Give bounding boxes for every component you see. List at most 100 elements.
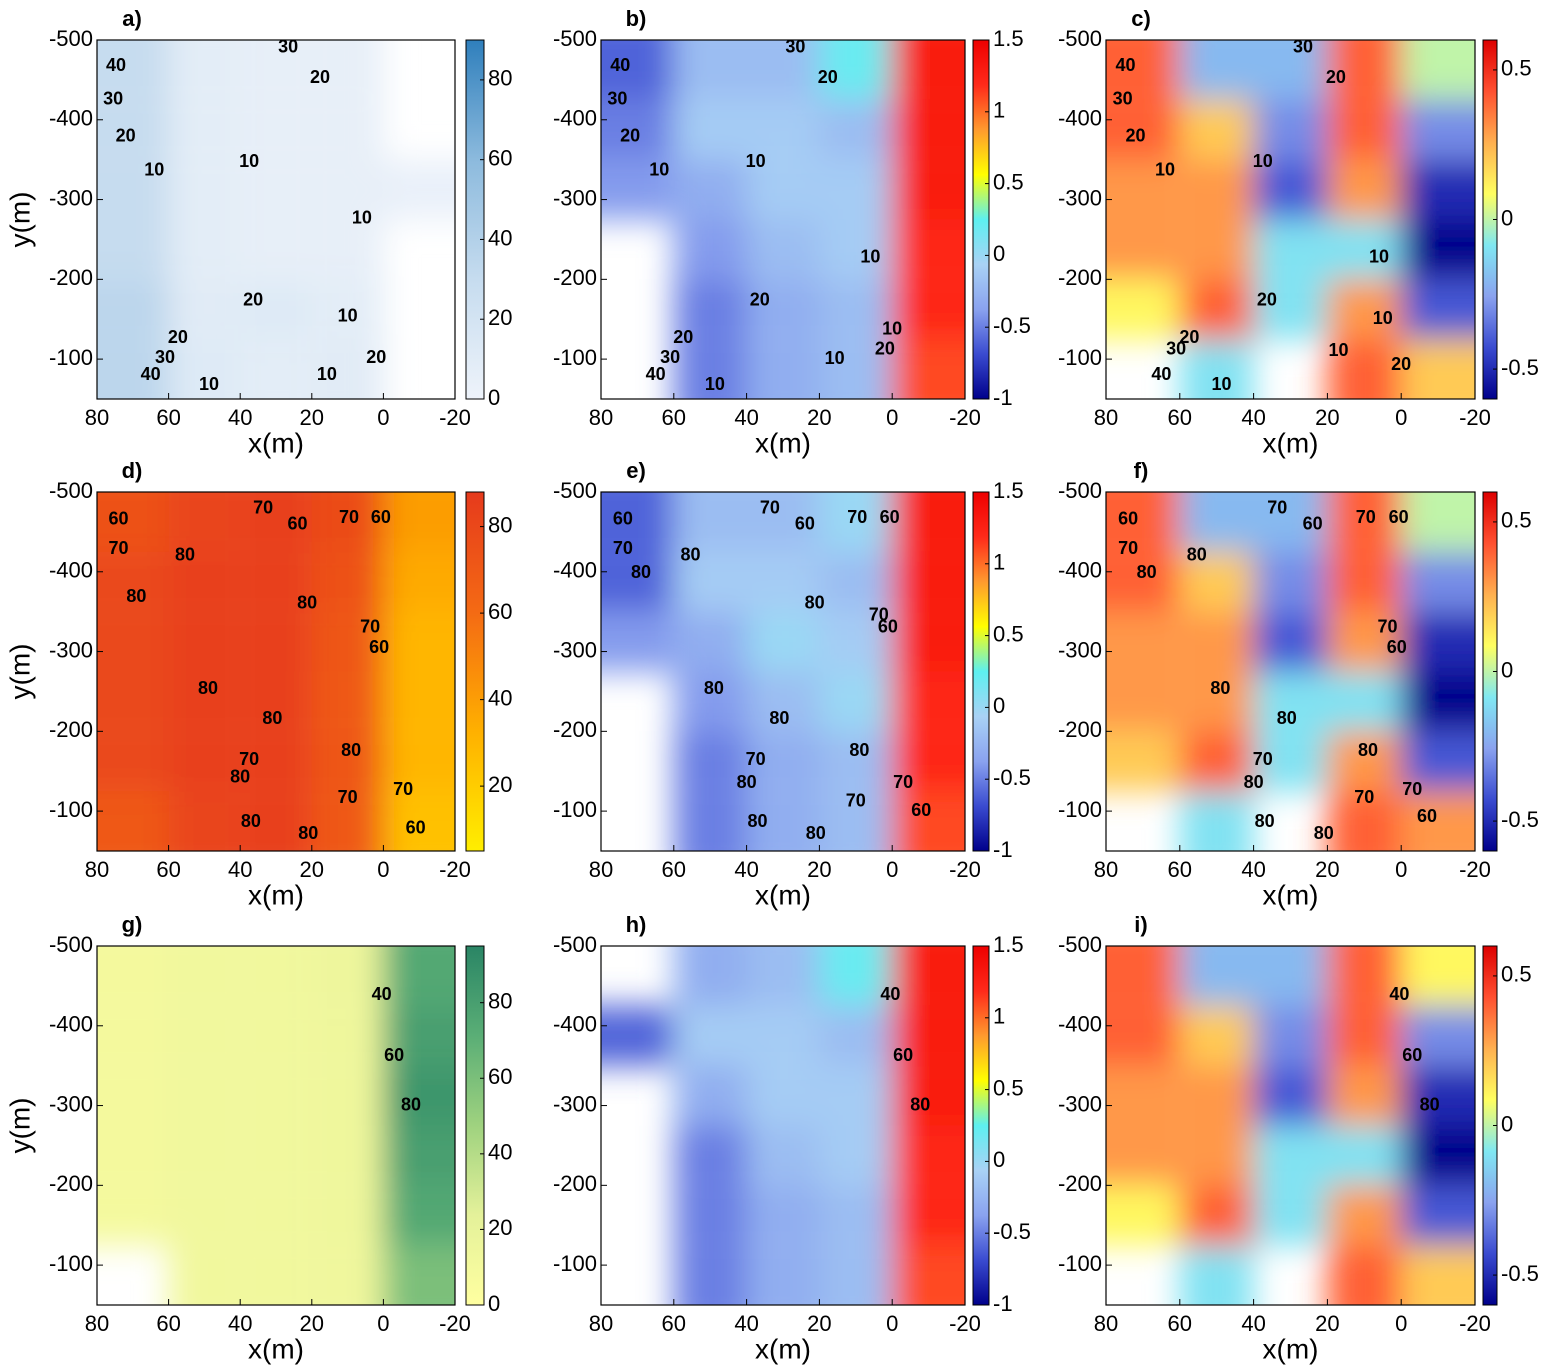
x-tick-label: 60	[156, 1311, 180, 1336]
cell	[819, 279, 893, 340]
contour-label: 70	[847, 507, 867, 527]
contour-label: 80	[1137, 562, 1157, 582]
x-tick-label: 40	[1241, 857, 1265, 882]
y-tick-label: -100	[49, 345, 93, 370]
cell	[673, 492, 747, 552]
contour-label: 80	[230, 766, 250, 786]
cell	[673, 1245, 747, 1305]
contour-label: 20	[818, 67, 838, 87]
colorbar-tick-label: 0	[993, 241, 1005, 266]
contour-label: 80	[1187, 545, 1207, 565]
plot-frame	[1105, 491, 1476, 852]
cell	[892, 492, 965, 552]
y-tick-label: -400	[49, 106, 93, 131]
cell	[311, 339, 384, 399]
colorbar	[465, 491, 485, 852]
cell	[1106, 219, 1180, 280]
cell	[1401, 339, 1475, 399]
cell	[240, 339, 312, 399]
cell	[1327, 1185, 1402, 1246]
cell	[892, 279, 965, 340]
contour-label: 70	[1356, 507, 1376, 527]
y-tick-label: -500	[49, 932, 93, 957]
x-tick-label: 80	[85, 405, 109, 430]
cell	[1327, 99, 1402, 160]
contour-label: 30	[607, 89, 627, 109]
y-tick-label: -200	[553, 1171, 597, 1196]
cell	[819, 159, 893, 220]
cell	[240, 1005, 312, 1066]
cell	[1327, 40, 1402, 100]
cell	[1253, 731, 1328, 792]
contour-label: 70	[1118, 538, 1138, 558]
cell	[819, 219, 893, 280]
contour-label: 80	[1420, 1094, 1440, 1114]
heatmap	[601, 946, 965, 1305]
contour-label: 40	[610, 55, 630, 75]
contour-label: 10	[317, 364, 337, 384]
y-axis-label: y(m)	[4, 1098, 35, 1154]
contour-label: 80	[198, 678, 218, 698]
panel-title: b)	[626, 6, 647, 31]
x-tick-label: 80	[589, 405, 613, 430]
cell	[746, 159, 820, 220]
cell	[892, 1065, 965, 1126]
contour-label: 70	[108, 538, 128, 558]
heatmap-cells	[601, 946, 965, 1305]
y-tick-label: -300	[1058, 1091, 1102, 1116]
cell	[311, 279, 384, 340]
cell	[819, 1005, 893, 1066]
heatmap	[97, 492, 455, 851]
y-tick-label: -300	[49, 1091, 93, 1116]
cell	[1179, 1005, 1254, 1066]
contour-label: 30	[660, 347, 680, 367]
cell	[311, 159, 384, 220]
contour-label: 70	[1267, 498, 1287, 518]
cell	[746, 339, 820, 399]
y-tick-label: -300	[49, 637, 93, 662]
y-tick-label: -100	[1058, 1251, 1102, 1276]
y-tick-label: -500	[1058, 478, 1102, 503]
heatmap	[1106, 40, 1475, 399]
cell	[1106, 492, 1180, 552]
colorbar-tick-label: 60	[488, 599, 512, 624]
contour-label: 20	[1179, 327, 1199, 347]
contour-label: 30	[155, 347, 175, 367]
cell	[673, 1125, 747, 1186]
heatmap	[601, 40, 965, 399]
cell	[673, 1185, 747, 1246]
contour-label: 20	[168, 327, 188, 347]
cell	[1327, 946, 1402, 1006]
cell	[1401, 492, 1475, 552]
cell	[601, 611, 674, 672]
cell	[1106, 1005, 1180, 1066]
contour-label: 10	[882, 318, 902, 338]
colorbar-tick-label: 0.5	[993, 621, 1024, 646]
contour-label: 30	[278, 37, 298, 57]
y-tick-label: -300	[553, 637, 597, 662]
x-tick-label: 60	[156, 857, 180, 882]
heatmap-cells	[97, 40, 455, 399]
cell	[1327, 159, 1402, 220]
x-tick-label: -20	[949, 1311, 981, 1336]
contour-label: 80	[341, 740, 361, 760]
y-tick-label: -200	[1058, 265, 1102, 290]
cell	[1401, 551, 1475, 612]
contour-label: 80	[401, 1094, 421, 1114]
cell	[168, 671, 241, 732]
cell	[168, 159, 241, 220]
x-tick-label: -20	[439, 1311, 471, 1336]
cell	[1179, 1245, 1254, 1305]
cell	[1327, 339, 1402, 399]
cell	[240, 219, 312, 280]
cell	[240, 791, 312, 851]
cell	[673, 611, 747, 672]
cell	[819, 492, 893, 552]
x-tick-label: 40	[1241, 1311, 1265, 1336]
contour-label: 10	[199, 374, 219, 394]
cell	[168, 791, 241, 851]
cell	[168, 40, 241, 100]
panel-title: d)	[122, 458, 143, 483]
contour-label: 60	[893, 1045, 913, 1065]
